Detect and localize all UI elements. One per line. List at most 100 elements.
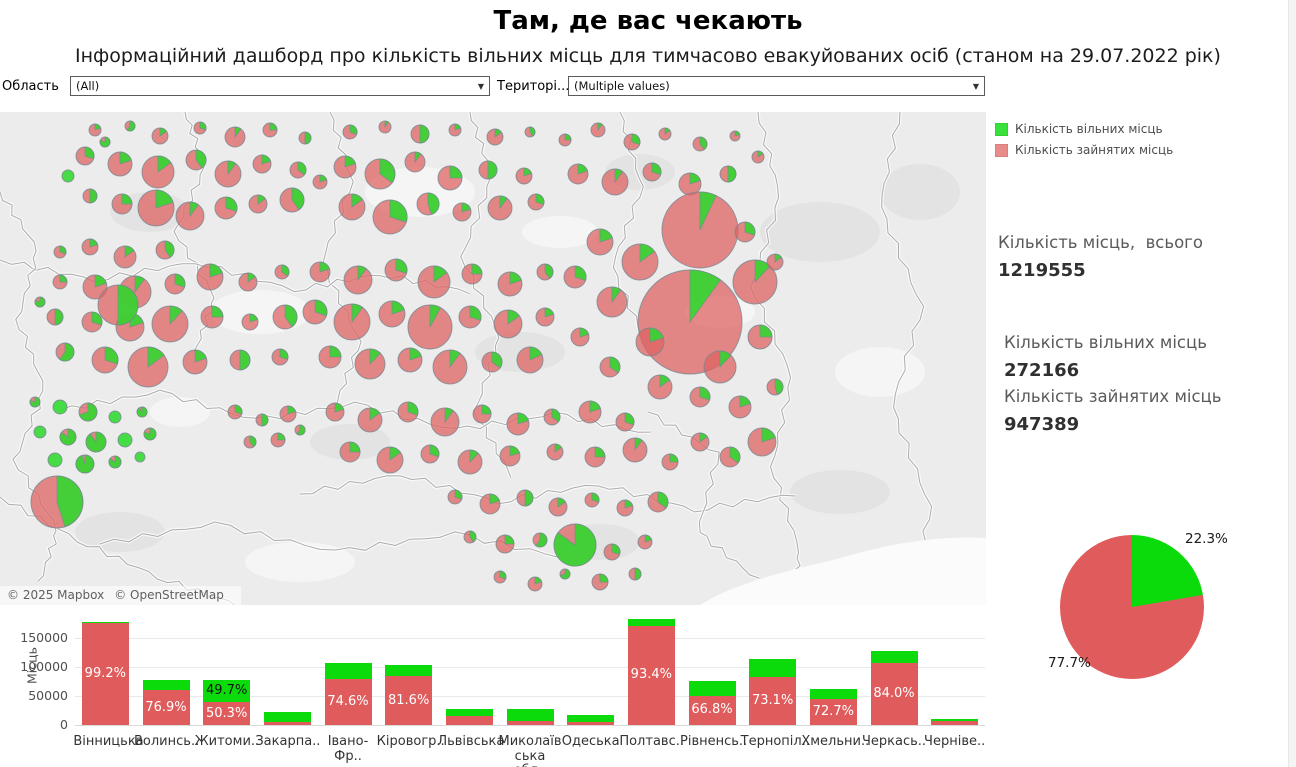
map-pie-marker[interactable] xyxy=(364,158,396,190)
map-pie-marker[interactable] xyxy=(289,161,307,179)
bar-segment-occupied[interactable] xyxy=(627,625,675,725)
map-pie-marker[interactable] xyxy=(182,349,208,375)
bar-segment-free[interactable] xyxy=(627,618,675,626)
bar-segment-free[interactable] xyxy=(324,662,372,679)
map-pie-marker[interactable] xyxy=(151,305,189,343)
map-pie-marker[interactable] xyxy=(214,196,238,220)
map-pie-marker[interactable] xyxy=(357,407,383,433)
map-pie-marker[interactable] xyxy=(34,296,46,308)
map-pie-marker[interactable] xyxy=(543,408,561,426)
map-pie-marker[interactable] xyxy=(185,149,207,171)
map-pie-marker[interactable] xyxy=(78,402,98,422)
map-pie-marker[interactable] xyxy=(734,221,756,243)
map-pie-marker[interactable] xyxy=(82,188,98,204)
map-pie-marker[interactable] xyxy=(586,228,614,256)
map-pie-marker[interactable] xyxy=(196,263,224,291)
bar-segment-occupied[interactable] xyxy=(688,695,736,725)
map-pie-marker[interactable] xyxy=(342,124,358,140)
map-pie-marker[interactable] xyxy=(59,428,77,446)
map-pie-marker[interactable] xyxy=(164,273,186,295)
map-pie-marker[interactable] xyxy=(243,435,257,449)
map-pie-marker[interactable] xyxy=(397,347,423,373)
map-pie-marker[interactable] xyxy=(298,131,312,145)
map-pie-marker[interactable] xyxy=(567,163,589,185)
map-pie-marker[interactable] xyxy=(252,154,272,174)
map-pie-marker[interactable] xyxy=(690,432,710,452)
map-pie-marker[interactable] xyxy=(578,400,602,424)
bar-segment-occupied[interactable] xyxy=(263,722,311,725)
vertical-scrollbar[interactable] xyxy=(1288,0,1296,767)
map-pie-marker[interactable] xyxy=(200,305,224,329)
map-pie-marker[interactable] xyxy=(747,427,777,457)
map-pie-marker[interactable] xyxy=(46,308,64,326)
map-pie-marker[interactable] xyxy=(410,124,430,144)
bar-segment-occupied[interactable] xyxy=(749,677,797,725)
bar-segment-free[interactable] xyxy=(870,651,918,664)
map-pie-marker[interactable] xyxy=(647,374,673,400)
map-pie-marker[interactable] xyxy=(53,245,67,259)
map-pie-marker[interactable] xyxy=(689,386,711,408)
map-pie-marker[interactable] xyxy=(559,568,571,580)
map-pie-marker[interactable] xyxy=(463,530,477,544)
map-pie-marker[interactable] xyxy=(458,305,482,329)
map-pie-marker[interactable] xyxy=(601,168,629,196)
map-pie-marker[interactable] xyxy=(417,265,451,299)
oblast-filter-dropdown[interactable]: (All) ▼ xyxy=(70,76,490,96)
map-pie-marker[interactable] xyxy=(151,127,169,145)
map-pie-marker[interactable] xyxy=(193,121,207,135)
map-pie-marker[interactable] xyxy=(81,311,103,333)
map-pie-marker[interactable] xyxy=(457,449,483,475)
map-pie-marker[interactable] xyxy=(527,576,543,592)
map-pie-marker[interactable] xyxy=(432,349,468,385)
bar-segment-occupied[interactable] xyxy=(506,720,554,725)
map-pie-marker[interactable] xyxy=(548,497,568,517)
map-pie-marker[interactable] xyxy=(584,492,600,508)
map-pie-marker[interactable] xyxy=(111,193,133,215)
bar-segment-free[interactable] xyxy=(567,714,615,722)
map-pie-marker[interactable] xyxy=(516,489,534,507)
map-pie-marker[interactable] xyxy=(407,304,453,350)
map-pie-marker[interactable] xyxy=(766,253,784,271)
map-pie-marker[interactable] xyxy=(29,396,41,408)
map-pie-marker[interactable] xyxy=(719,165,737,183)
map-pie-marker[interactable] xyxy=(527,193,545,211)
map-pie-marker[interactable] xyxy=(372,199,408,235)
bar-segment-occupied[interactable] xyxy=(385,676,433,725)
bar-segment-occupied[interactable] xyxy=(81,622,129,725)
map-pie-marker[interactable] xyxy=(751,150,765,164)
map-pie-marker[interactable] xyxy=(175,201,205,231)
map-pie-marker[interactable] xyxy=(81,238,99,256)
map-pie-marker[interactable] xyxy=(384,258,408,282)
map-pie-marker[interactable] xyxy=(248,194,268,214)
map-pie-marker[interactable] xyxy=(108,410,122,424)
map-pie-marker[interactable] xyxy=(535,307,555,327)
map-pie-marker[interactable] xyxy=(127,346,169,388)
map-pie-marker[interactable] xyxy=(584,446,606,468)
bar-segment-free[interactable] xyxy=(445,709,493,716)
bar-segment-occupied[interactable] xyxy=(931,721,979,725)
map-pie-marker[interactable] xyxy=(622,437,648,463)
map-pie-marker[interactable] xyxy=(354,348,386,380)
map-pie-marker[interactable] xyxy=(637,269,743,375)
map-pie-marker[interactable] xyxy=(493,570,507,584)
map-pie-marker[interactable] xyxy=(766,378,784,396)
map-pie-marker[interactable] xyxy=(136,406,148,418)
map-pie-marker[interactable] xyxy=(623,133,641,151)
map-pie-marker[interactable] xyxy=(516,346,544,374)
map-pie-marker[interactable] xyxy=(703,350,737,384)
map-pie-marker[interactable] xyxy=(642,162,662,182)
map-pie-marker[interactable] xyxy=(479,493,501,515)
map-pie-marker[interactable] xyxy=(141,155,175,189)
map-pie-marker[interactable] xyxy=(108,455,122,469)
map-pie-marker[interactable] xyxy=(88,123,102,137)
occupancy-pie-chart[interactable] xyxy=(1060,535,1204,679)
map-pie-marker[interactable] xyxy=(472,404,492,424)
map-pie-marker[interactable] xyxy=(262,122,278,138)
map-pie-marker[interactable] xyxy=(558,133,572,147)
map-pie-marker[interactable] xyxy=(486,128,504,146)
map-pie-marker[interactable] xyxy=(117,432,133,448)
map-pie-marker[interactable] xyxy=(499,445,521,467)
map-pie-marker[interactable] xyxy=(214,160,242,188)
map-pie-marker[interactable] xyxy=(615,412,635,432)
territory-filter-dropdown[interactable]: (Multiple values) ▼ xyxy=(568,76,985,96)
